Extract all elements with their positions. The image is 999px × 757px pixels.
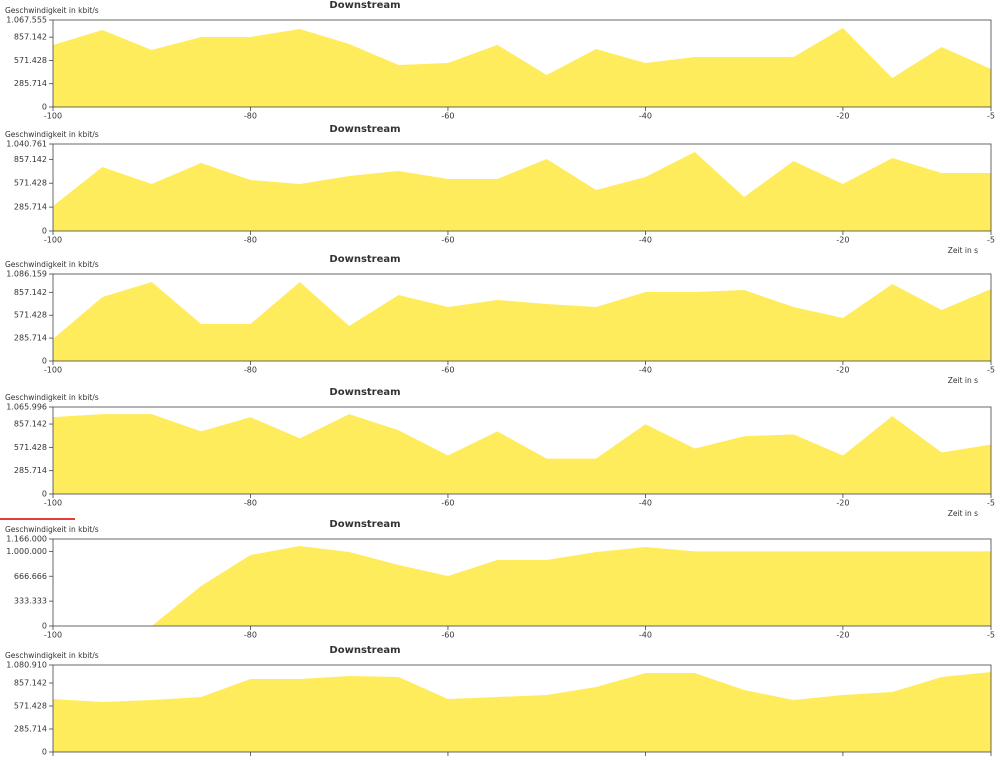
plot-frame xyxy=(52,143,992,232)
x-axis-label: Zeit in s xyxy=(948,376,978,385)
y-tick-label: 0 xyxy=(42,622,47,631)
x-tick-label: -100 xyxy=(44,366,62,375)
y-tick-label: 0 xyxy=(42,227,47,236)
x-tick-label: -5 xyxy=(987,236,995,245)
y-axis-label: Geschwindigkeit in kbit/s xyxy=(5,393,99,402)
y-tick-label: 857.142 xyxy=(14,679,47,688)
y-tick-label: 571.428 xyxy=(14,311,47,320)
y-tick-label: 1.040.761 xyxy=(6,140,47,149)
x-tick-label: -5 xyxy=(987,366,995,375)
y-tick-label: 0 xyxy=(42,103,47,112)
area xyxy=(53,414,991,494)
y-tick-label: 1.067.555 xyxy=(6,16,47,25)
y-tick-label: 857.142 xyxy=(14,420,47,429)
x-tick-label: -80 xyxy=(244,366,257,375)
y-tick-label: 1.086.159 xyxy=(6,270,47,279)
x-tick-label: -5 xyxy=(987,499,995,508)
y-tick-label: 857.142 xyxy=(14,288,47,297)
y-tick-label: 0 xyxy=(42,357,47,366)
y-tick-label: 857.142 xyxy=(14,33,47,42)
y-tick-label: 1.065.996 xyxy=(6,403,47,412)
x-tick-label: -100 xyxy=(44,631,62,640)
chart-title: Downstream xyxy=(329,254,400,265)
x-tick-label: -60 xyxy=(441,631,454,640)
x-tick-label: -20 xyxy=(836,112,849,121)
chart-title: Downstream xyxy=(329,124,400,135)
y-axis-label: Geschwindigkeit in kbit/s xyxy=(5,651,99,660)
y-tick-label: 0 xyxy=(42,490,47,499)
x-tick-label: -20 xyxy=(836,499,849,508)
x-tick-label: -80 xyxy=(244,499,257,508)
x-tick-label: -40 xyxy=(639,236,652,245)
area xyxy=(53,27,991,107)
x-tick-label: -20 xyxy=(836,236,849,245)
y-tick-label: 333.333 xyxy=(14,597,47,606)
x-tick-label: -20 xyxy=(836,631,849,640)
y-axis-label: Geschwindigkeit in kbit/s xyxy=(5,260,99,269)
y-tick-label: 857.142 xyxy=(14,155,47,164)
x-tick-label: -100 xyxy=(44,499,62,508)
area xyxy=(53,152,991,231)
chart-title: Downstream xyxy=(329,519,400,530)
plot-frame xyxy=(52,19,992,108)
y-tick-label: 666.666 xyxy=(14,572,47,581)
plot-frame xyxy=(52,406,992,495)
x-tick-label: -5 xyxy=(987,112,995,121)
x-tick-label: -5 xyxy=(987,631,995,640)
y-tick-label: 571.428 xyxy=(14,702,47,711)
y-tick-label: 571.428 xyxy=(14,443,47,452)
y-tick-label: 571.428 xyxy=(14,56,47,65)
x-tick-label: -80 xyxy=(244,112,257,121)
chart-title: Downstream xyxy=(329,645,400,656)
y-tick-label: 1.080.910 xyxy=(6,661,47,670)
x-tick-label: -100 xyxy=(44,112,62,121)
y-axis-label: Geschwindigkeit in kbit/s xyxy=(5,525,99,534)
x-axis-label: Zeit in s xyxy=(948,509,978,518)
x-tick-label: -40 xyxy=(639,366,652,375)
x-tick-label: -20 xyxy=(836,366,849,375)
y-tick-label: 285.714 xyxy=(14,334,47,343)
x-tick-label: -60 xyxy=(441,499,454,508)
chart-title: Downstream xyxy=(329,0,400,11)
x-tick-label: -40 xyxy=(639,499,652,508)
y-tick-label: 285.714 xyxy=(14,203,47,212)
area xyxy=(53,282,991,361)
plot-frame xyxy=(52,273,992,362)
y-tick-label: 0 xyxy=(42,748,47,757)
x-tick-label: -100 xyxy=(44,236,62,245)
y-tick-label: 285.714 xyxy=(14,725,47,734)
area xyxy=(53,671,991,752)
y-tick-label: 1.000.000 xyxy=(6,547,47,556)
y-tick-label: 285.714 xyxy=(14,79,47,88)
x-tick-label: -40 xyxy=(639,631,652,640)
y-axis-label: Geschwindigkeit in kbit/s xyxy=(5,6,99,15)
x-tick-label: -80 xyxy=(244,236,257,245)
x-tick-label: -60 xyxy=(441,366,454,375)
y-axis-label: Geschwindigkeit in kbit/s xyxy=(5,130,99,139)
x-tick-label: -60 xyxy=(441,236,454,245)
area xyxy=(53,546,991,626)
x-axis-label: Zeit in s xyxy=(948,246,978,255)
plot-frame xyxy=(52,664,992,753)
plot-frame xyxy=(52,538,992,627)
y-tick-label: 1.166.000 xyxy=(6,535,47,544)
x-tick-label: -60 xyxy=(441,112,454,121)
x-tick-label: -40 xyxy=(639,112,652,121)
x-tick-label: -80 xyxy=(244,631,257,640)
chart-title: Downstream xyxy=(329,387,400,398)
y-tick-label: 571.428 xyxy=(14,179,47,188)
y-tick-label: 285.714 xyxy=(14,466,47,475)
